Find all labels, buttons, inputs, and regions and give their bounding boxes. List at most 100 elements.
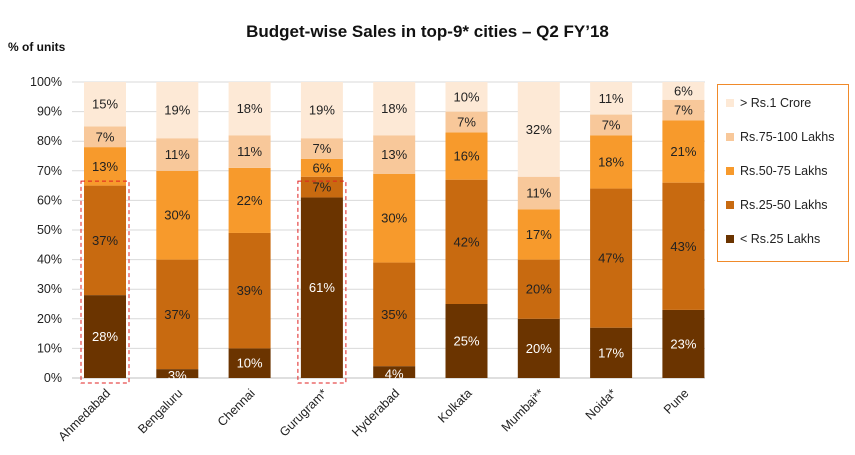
legend-swatch bbox=[726, 167, 734, 175]
bar-segment bbox=[373, 173, 416, 263]
bar-segment bbox=[590, 82, 633, 115]
data-label: 15% bbox=[92, 97, 118, 112]
y-tick-label: 70% bbox=[37, 164, 62, 178]
data-label: 28% bbox=[92, 329, 118, 344]
y-tick-label: 80% bbox=[37, 134, 62, 148]
bar-segment bbox=[228, 135, 271, 168]
bar-segment bbox=[662, 182, 705, 310]
bar-segment bbox=[590, 114, 633, 136]
data-label: 13% bbox=[92, 159, 118, 174]
legend-swatch bbox=[726, 235, 734, 243]
legend-item: < Rs.25 Lakhs bbox=[726, 231, 820, 247]
bar-segment bbox=[662, 99, 705, 121]
x-axis-labels: Ahmedabad Bengaluru Chennai Gurugram* Hydera… bbox=[56, 386, 692, 444]
data-label: 10% bbox=[453, 89, 479, 104]
data-label: 61% bbox=[309, 280, 335, 295]
data-label: 11% bbox=[526, 186, 551, 201]
bar-segment bbox=[156, 82, 199, 139]
y-tick-label: 90% bbox=[37, 105, 62, 119]
bar-segment bbox=[517, 209, 560, 260]
data-label: 11% bbox=[599, 91, 624, 106]
x-tick-label: Noida* bbox=[583, 386, 620, 423]
bar-segment bbox=[445, 179, 488, 304]
bar-segment bbox=[156, 138, 199, 171]
chart-title: Budget-wise Sales in top-9* cities – Q2 … bbox=[246, 22, 609, 41]
bar-segment bbox=[84, 295, 126, 378]
bar-segment bbox=[373, 135, 416, 174]
x-tick-label: Pune bbox=[661, 386, 692, 417]
bar-segment bbox=[84, 82, 126, 127]
bar-segment bbox=[84, 147, 126, 186]
bar-segment bbox=[517, 176, 560, 210]
data-label: 42% bbox=[453, 234, 479, 249]
bar-segment bbox=[517, 82, 560, 177]
bar-segment bbox=[373, 262, 416, 367]
data-label: 39% bbox=[237, 283, 263, 298]
bar-segment bbox=[84, 185, 126, 296]
data-labels: 28% 37% 13% 7% 15% 3% 37% 30% 11% 19% 10% 39% 22% 11%… bbox=[92, 83, 697, 383]
bar-segment bbox=[445, 82, 488, 112]
data-label: 37% bbox=[164, 307, 190, 322]
legend-item: Rs.50-75 Lakhs bbox=[726, 163, 828, 179]
data-label: 35% bbox=[381, 307, 407, 322]
data-label: 18% bbox=[381, 101, 407, 116]
data-label: 7% bbox=[96, 129, 115, 144]
legend-label: Rs.50-75 Lakhs bbox=[740, 164, 828, 178]
data-label: 20% bbox=[526, 282, 552, 297]
x-tick-label: Chennai bbox=[215, 386, 258, 429]
data-label: 17% bbox=[526, 227, 552, 242]
bar-segment bbox=[517, 259, 560, 319]
bar-segment bbox=[662, 82, 705, 100]
bars bbox=[84, 82, 705, 378]
highlight-box bbox=[80, 180, 130, 384]
data-label: 21% bbox=[670, 144, 696, 159]
highlight-box bbox=[297, 180, 347, 384]
legend-label: > Rs.1 Crore bbox=[740, 96, 812, 110]
y-tick-label: 50% bbox=[37, 223, 62, 237]
legend-label: Rs.75-100 Lakhs bbox=[740, 130, 835, 144]
bar-segment bbox=[156, 369, 199, 378]
bar-segment bbox=[156, 259, 199, 370]
bar-segment bbox=[156, 170, 199, 260]
y-tick-label: 60% bbox=[37, 193, 62, 207]
y-axis-title: % of units bbox=[8, 40, 66, 54]
y-tick-label: 100% bbox=[30, 75, 62, 89]
x-tick-label: Bengaluru bbox=[135, 386, 185, 436]
bar-segment bbox=[84, 126, 126, 148]
legend-swatch bbox=[726, 99, 734, 107]
data-label: 19% bbox=[309, 103, 335, 118]
data-label: 37% bbox=[92, 233, 118, 248]
data-label: 4% bbox=[385, 367, 404, 382]
data-label: 19% bbox=[164, 103, 190, 118]
bar-segment bbox=[373, 82, 416, 136]
legend-label: < Rs.25 Lakhs bbox=[740, 232, 821, 246]
bar-segment bbox=[662, 309, 705, 378]
data-label: 6% bbox=[674, 83, 693, 98]
data-label: 32% bbox=[526, 122, 552, 137]
y-tick-label: 40% bbox=[37, 253, 62, 267]
highlight-boxes bbox=[80, 180, 347, 384]
x-tick-label: Hyderabad bbox=[349, 386, 402, 439]
data-label: 22% bbox=[237, 193, 263, 208]
bar-segment bbox=[590, 135, 633, 189]
bar-segment bbox=[300, 197, 343, 378]
x-tick-label: Mumbai** bbox=[499, 386, 547, 434]
y-tick-label: 0% bbox=[44, 371, 62, 385]
legend-item: Rs.75-100 Lakhs bbox=[726, 129, 835, 145]
data-label: 47% bbox=[598, 251, 624, 266]
bar-segment bbox=[590, 188, 633, 328]
bar-segment bbox=[300, 158, 343, 177]
y-tick-label: 20% bbox=[37, 312, 62, 326]
data-label: 18% bbox=[237, 101, 263, 116]
legend-swatch bbox=[726, 201, 734, 209]
bar-segment bbox=[445, 132, 488, 180]
data-label: 7% bbox=[602, 117, 621, 132]
y-axis-ticks: 0% 10% 20% 30% 40% 50% 60% 70% 80% 90% 100% bbox=[30, 75, 62, 385]
data-label: 16% bbox=[453, 149, 479, 164]
bar-segment bbox=[373, 366, 416, 378]
data-label: 7% bbox=[674, 103, 693, 118]
x-tick-label: Ahmedabad bbox=[56, 386, 114, 444]
legend-item: > Rs.1 Crore bbox=[726, 95, 811, 111]
bar-segment bbox=[662, 120, 705, 183]
